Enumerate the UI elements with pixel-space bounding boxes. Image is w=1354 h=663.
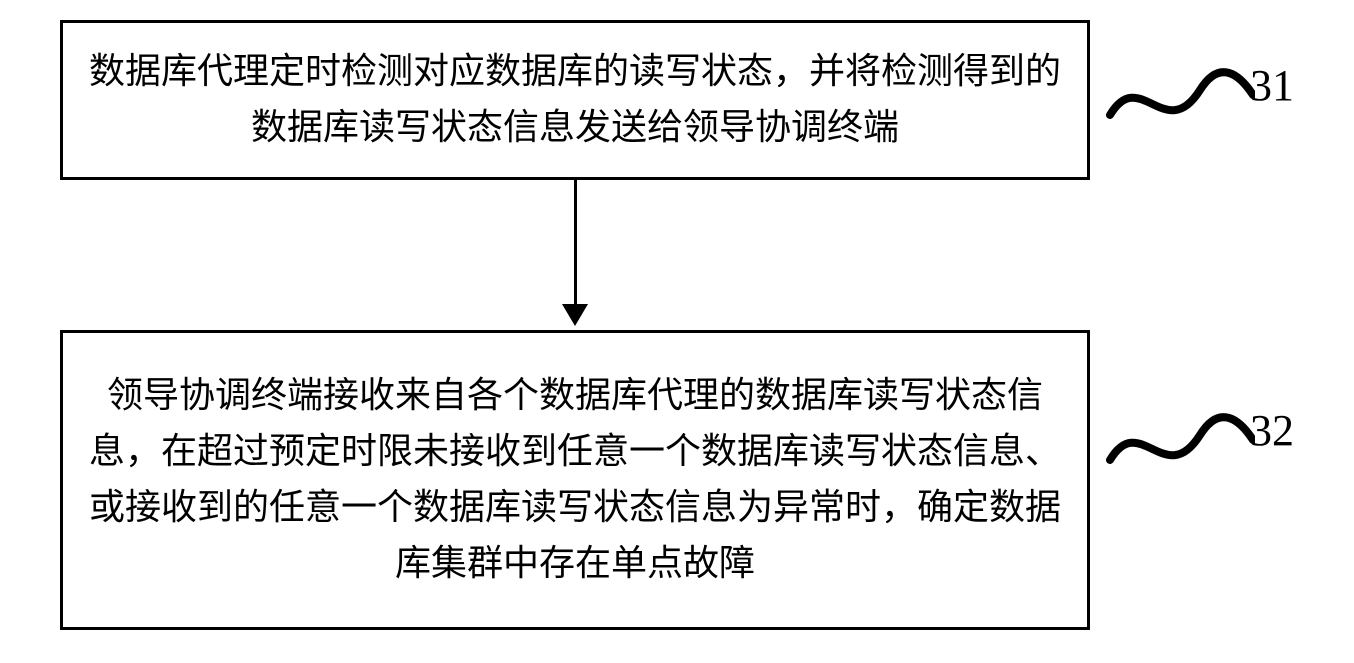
flow-step-1-text: 数据库代理定时检测对应数据库的读写状态，并将检测得到的数据库读写状态信息发送给领… [89, 44, 1061, 156]
flow-step-2: 领导协调终端接收来自各个数据库代理的数据库读写状态信息，在超过预定时限未接收到任… [60, 330, 1090, 630]
flow-step-2-text: 领导协调终端接收来自各个数据库代理的数据库读写状态信息，在超过预定时限未接收到任… [89, 368, 1061, 591]
ref-connector-1 [1105, 60, 1255, 130]
ref-connector-2 [1105, 405, 1255, 475]
ref-label-2: 32 [1250, 405, 1294, 456]
flow-arrow-head [562, 304, 588, 326]
ref-label-1: 31 [1250, 60, 1294, 111]
flow-step-1: 数据库代理定时检测对应数据库的读写状态，并将检测得到的数据库读写状态信息发送给领… [60, 20, 1090, 180]
flow-arrow-line [574, 180, 577, 308]
